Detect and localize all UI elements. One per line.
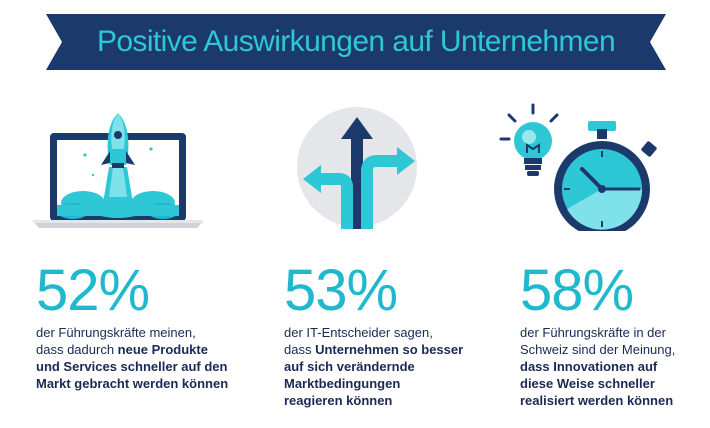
banner-ribbon-shape	[46, 14, 666, 70]
stat-percent: 52%	[36, 258, 150, 323]
stat-percent: 58%	[520, 258, 634, 323]
stat-description: der IT-Entscheider sagen, dass Unternehm…	[284, 325, 464, 408]
page-title: Positive Auswirkungen auf Unternehmen	[96, 25, 616, 58]
stat-block-1: 52% der Führungskräfte meinen, dass dadu…	[36, 262, 228, 392]
lightbulb-stopwatch-icon	[497, 103, 672, 237]
stat-description: der Führungskräfte meinen, dass dadurch …	[36, 325, 229, 391]
stat-block-2: 53% der IT-Entscheider sagen, dass Unter…	[284, 262, 463, 409]
laptop-rocket-icon	[33, 105, 203, 230]
stat-block-3: 58% der Führungskräfte in der Schweiz si…	[520, 262, 675, 409]
stat-description: der Führungskräfte in der Schweiz sind d…	[520, 325, 676, 408]
stat-percent: 53%	[284, 258, 398, 323]
direction-arrows-icon	[287, 105, 427, 230]
title-banner: Positive Auswirkungen auf Unternehmen	[46, 14, 666, 70]
